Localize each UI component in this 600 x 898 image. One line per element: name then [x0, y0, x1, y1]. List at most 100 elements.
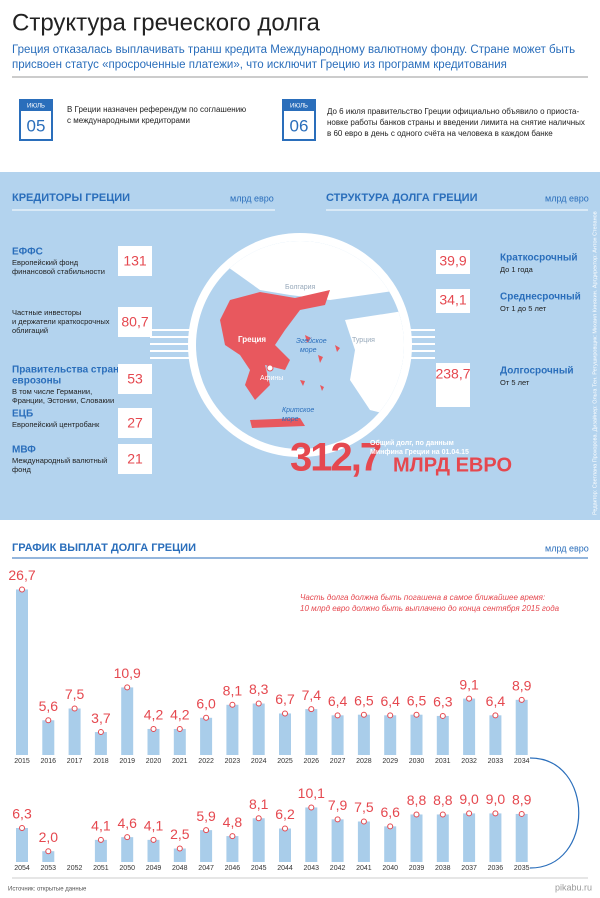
- month: ИЮЛЬ: [290, 104, 308, 110]
- value-label: 8,1: [223, 682, 243, 698]
- x-tick-label: 2040: [382, 865, 398, 872]
- unit: млрд евро: [230, 193, 274, 203]
- bar: [331, 819, 344, 862]
- creditor-name: Правительства стран: [12, 365, 119, 376]
- creditor-value: 80,7: [121, 314, 148, 330]
- event-text: новке работы банков страны и введении ли…: [327, 118, 585, 127]
- x-tick-label: 2052: [67, 865, 83, 872]
- bar-cap: [282, 710, 288, 717]
- watermark: pikabu.ru: [555, 882, 592, 892]
- value-label: 9,0: [459, 791, 479, 807]
- bar: [173, 848, 186, 862]
- value-label: 5,6: [39, 698, 59, 714]
- value-label: 10,1: [298, 785, 325, 801]
- total-unit: МЛРД ЕВРО: [393, 454, 512, 476]
- bar-cap: [97, 729, 104, 736]
- value-box: [436, 363, 470, 407]
- x-tick-label: 2021: [172, 758, 188, 765]
- value-label: 6,3: [433, 694, 453, 710]
- bar-cap: [439, 811, 446, 818]
- bar-cap: [439, 712, 446, 719]
- bar: [200, 717, 213, 755]
- x-tick-label: 2029: [382, 758, 398, 765]
- bar: [200, 830, 213, 862]
- bar: [121, 837, 134, 862]
- total-value: 312,7: [290, 436, 381, 480]
- value-label: 10,9: [114, 665, 141, 681]
- bar-cap: [203, 827, 210, 834]
- value-label: 9,0: [486, 791, 506, 807]
- bar-cap: [176, 725, 183, 732]
- bar: [489, 715, 502, 755]
- x-tick-label: 2049: [146, 865, 162, 872]
- bar-cap: [282, 825, 288, 832]
- value-label: 6,2: [275, 806, 295, 822]
- creditor-name: ЕФФС: [12, 247, 43, 258]
- bar: [515, 699, 528, 755]
- structure-value: 39,9: [439, 253, 466, 269]
- bar-cap: [255, 815, 262, 822]
- value-box: [436, 289, 470, 313]
- value-label: 6,6: [380, 804, 400, 820]
- structure-value: 238,7: [435, 366, 470, 382]
- bar: [173, 728, 186, 755]
- value-label: 6,4: [328, 693, 348, 709]
- value-label: 6,5: [354, 692, 374, 708]
- connector: [529, 757, 580, 869]
- value-label: 5,9: [196, 808, 216, 824]
- greece: [220, 290, 330, 400]
- x-tick-label: 2032: [461, 758, 477, 765]
- x-tick-label: 2048: [172, 865, 188, 872]
- x-tick-label: 2026: [304, 758, 320, 765]
- bar-cap: [150, 836, 157, 843]
- bar: [357, 821, 370, 862]
- x-tick-label: 2054: [14, 865, 30, 872]
- value-label: 7,5: [354, 799, 374, 815]
- creditor-desc: фонд: [12, 465, 31, 474]
- x-tick-label: 2027: [330, 758, 346, 765]
- x-tick-label: 2047: [198, 865, 214, 872]
- credits: Редактор: Светлана Прохорова. Дизайнер: …: [591, 211, 598, 515]
- bar: [357, 714, 370, 755]
- event-text: В Греции назначен референдум по соглашен…: [67, 105, 246, 114]
- chart-title: ГРАФИК ВЫПЛАТ ДОЛГА ГРЕЦИИ: [12, 542, 196, 554]
- x-tick-label: 2043: [304, 865, 320, 872]
- map-label: море: [300, 347, 317, 354]
- creditor-desc: облигаций: [12, 326, 48, 335]
- value-label: 9,1: [459, 676, 479, 692]
- calendar-head: [283, 100, 315, 111]
- source: Источник: открытые данные: [8, 887, 87, 893]
- event-text: До 6 июля правительство Греции официальн…: [327, 107, 579, 116]
- unit: млрд евро: [545, 193, 589, 203]
- bar-cap: [203, 714, 210, 721]
- creditor-name: еврозоны: [12, 376, 61, 387]
- bar-cap: [518, 810, 525, 817]
- structure-name: Краткосрочный: [500, 253, 578, 264]
- value-label: 6,5: [407, 692, 427, 708]
- event: ИЮЛЬ 06 До 6 июля правительство Греции о…: [282, 99, 585, 141]
- creditor-desc: Европейский центробанк: [12, 420, 100, 429]
- bar-cap: [492, 810, 499, 817]
- month: ИЮЛЬ: [27, 104, 45, 110]
- x-tick-label: 2028: [356, 758, 372, 765]
- x-tick-label: 2034: [514, 758, 530, 765]
- value-label: 8,9: [512, 678, 532, 694]
- x-tick-label: 2019: [119, 758, 135, 765]
- bar: [463, 698, 476, 755]
- value-label: 6,4: [486, 693, 506, 709]
- annotation: Часть долга должна быть погашена в самое…: [300, 593, 545, 602]
- bar: [279, 828, 291, 862]
- bar: [410, 714, 423, 755]
- x-tick-label: 2045: [251, 865, 267, 872]
- value-box: [118, 246, 152, 276]
- value-box: [118, 307, 152, 337]
- value-label: 2,5: [170, 826, 190, 842]
- bar: [463, 813, 476, 862]
- bar: [305, 709, 318, 755]
- bar: [16, 827, 28, 862]
- creditor-value: 27: [127, 415, 143, 431]
- bar-cap: [97, 836, 104, 843]
- creditor-value: 21: [127, 451, 143, 467]
- structure-desc: От 5 лет: [500, 378, 530, 387]
- value-label: 6,7: [275, 691, 295, 707]
